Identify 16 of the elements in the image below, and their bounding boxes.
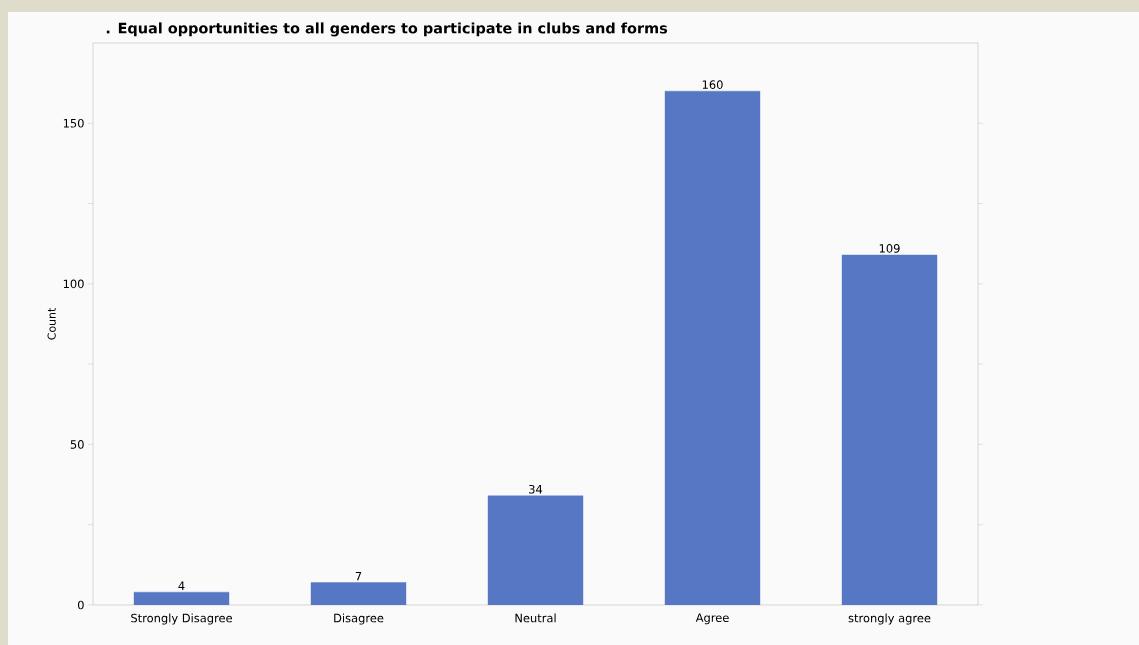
x-tick-label: Strongly Disagree	[131, 613, 233, 625]
x-tick-label: Agree	[695, 613, 729, 625]
y-tick-label: 100	[63, 279, 84, 289]
data-label: 7	[355, 571, 362, 581]
x-tick-label: strongly agree	[848, 613, 931, 625]
data-label: 160	[702, 80, 723, 89]
chart-title: . Equal opportunities to all genders to participate in clubs and forms	[106, 22, 668, 37]
x-tick-label: Disagree	[334, 613, 384, 625]
data-label: 34	[529, 484, 543, 494]
y-axis-title: Count	[47, 307, 56, 340]
y-tick-label: 50	[70, 440, 84, 449]
data-label: 109	[879, 244, 900, 253]
y-tick-label: 0	[77, 600, 84, 610]
y-tick-label: 150	[63, 118, 84, 128]
data-label: 4	[178, 581, 185, 590]
x-tick-label: Neutral	[515, 613, 556, 623]
